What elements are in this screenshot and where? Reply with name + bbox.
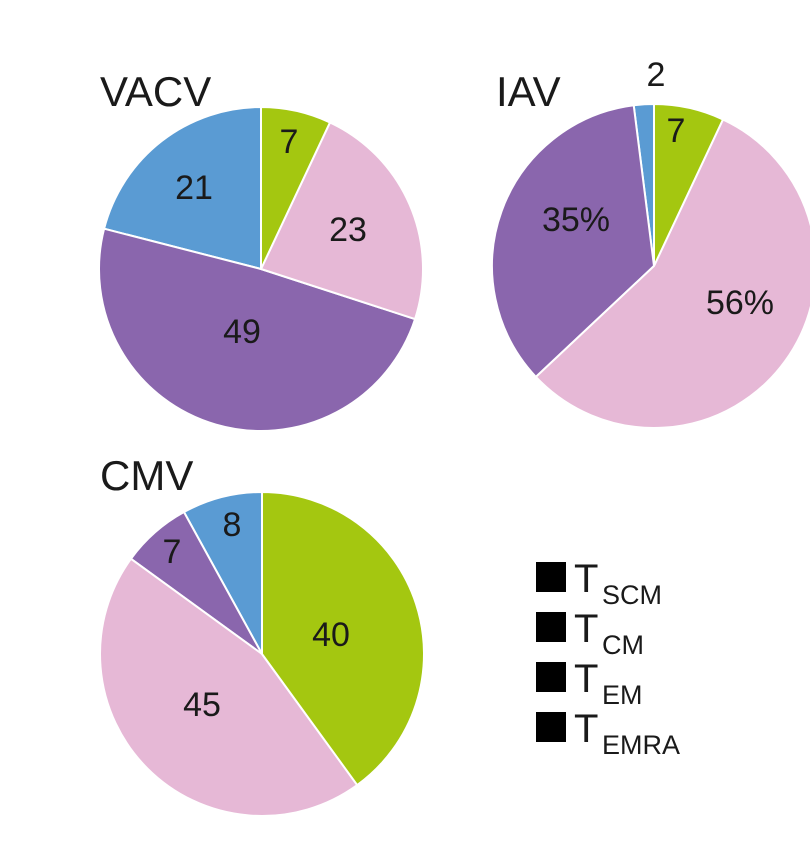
pie-slice-vacv-temra xyxy=(260,105,332,270)
legend-swatch-tcm xyxy=(536,612,566,642)
pie-slice-vacv-tscm xyxy=(102,105,262,271)
slice-label-cmv-tscm: 8 xyxy=(223,506,242,544)
slice-label-cmv-tcm: 7 xyxy=(163,533,182,571)
slice-label-vacv-tcm: 49 xyxy=(223,313,261,351)
legend-item-tem: T EM xyxy=(536,657,643,710)
legend-sub-tem: EM xyxy=(602,680,643,710)
legend-sub-temra: EMRA xyxy=(602,730,680,760)
legend-item-tcm: T CM xyxy=(536,607,644,660)
slice-label-vacv-tem: 23 xyxy=(329,211,367,249)
legend-swatch-temra xyxy=(536,712,566,742)
pie-slice-cmv-tem xyxy=(99,557,359,817)
legend-swatch-tem xyxy=(536,662,566,692)
pie-slice-iav-tcm xyxy=(491,104,656,379)
legend-label-tcm: T xyxy=(574,607,598,651)
slice-label-vacv-tscm: 21 xyxy=(175,169,213,207)
slice-label-cmv-tem: 45 xyxy=(183,686,221,724)
legend-sub-tcm: CM xyxy=(602,630,644,660)
slice-label-iav-temra: 7 xyxy=(667,112,686,150)
legend-sub-tscm: SCM xyxy=(602,580,662,610)
slice-label-iav-tem: 56% xyxy=(706,284,774,322)
slice-label-vacv-temra: 7 xyxy=(280,123,299,161)
slice-label-iav-tscm: 2 xyxy=(647,56,666,94)
pie-slice-cmv-temra xyxy=(261,490,425,787)
legend-label-temra: T xyxy=(574,707,598,751)
legend-item-temra: T EMRA xyxy=(536,707,680,760)
pie-slice-iav-temra xyxy=(653,102,725,267)
legend: T SCM T CM T EM T EMRA xyxy=(536,557,680,760)
pie-slice-vacv-tcm xyxy=(98,227,417,432)
pie-vacv: VACV 21 49 23 7 xyxy=(98,68,424,432)
slice-label-iav-tcm: 35% xyxy=(542,201,610,239)
slice-label-cmv-temra: 40 xyxy=(312,616,350,654)
legend-label-tscm: T xyxy=(574,557,598,601)
pie-cmv: CMV 8 7 45 40 xyxy=(99,452,425,817)
pie-iav: IAV 2 35% 56% 7 xyxy=(491,56,810,429)
legend-swatch-tscm xyxy=(536,562,566,592)
pie-title-cmv: CMV xyxy=(100,452,193,499)
pie-slice-vacv-tem xyxy=(259,121,424,321)
legend-label-tem: T xyxy=(574,657,598,701)
pie-slice-iav-tem xyxy=(534,118,810,429)
pie-title-iav: IAV xyxy=(496,68,561,115)
legend-item-tscm: T SCM xyxy=(536,557,662,610)
pie-title-vacv: VACV xyxy=(100,68,211,115)
